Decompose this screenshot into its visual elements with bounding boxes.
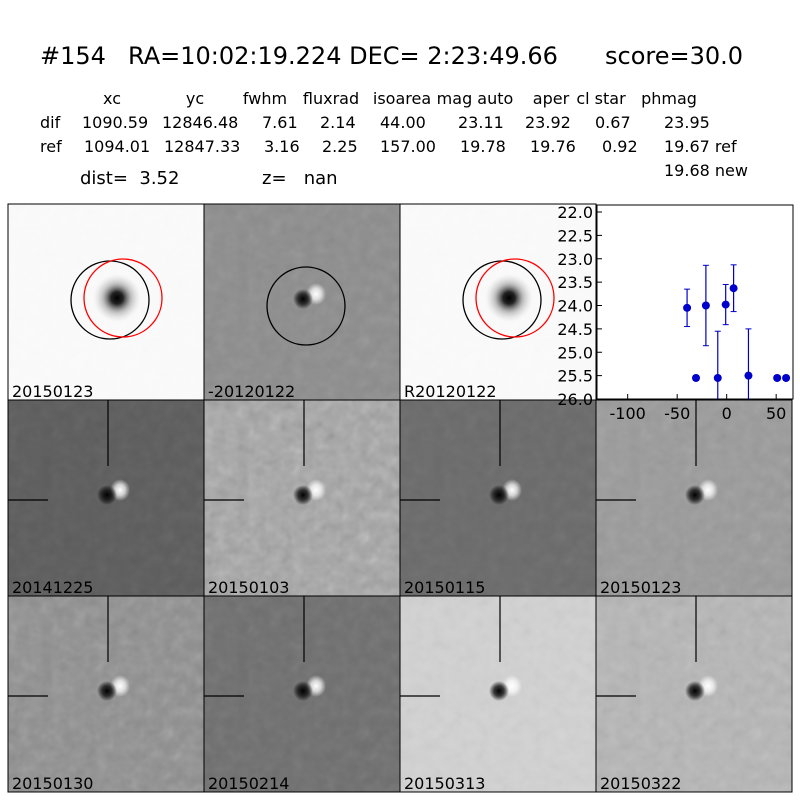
source-negative: [97, 485, 117, 505]
source: [485, 274, 533, 322]
image-panel: 20150214: [203, 595, 401, 793]
column-header: yc: [186, 89, 204, 108]
panel-label: 20150123: [12, 382, 93, 401]
panel-label: 20150123: [600, 578, 681, 597]
y-tick-label: 26.0: [557, 390, 593, 409]
distance: dist= 3.52: [80, 168, 179, 189]
y-tick-label: 25.0: [557, 343, 593, 362]
aperture-circle: [83, 258, 163, 338]
point: [773, 373, 782, 382]
source: [93, 274, 141, 322]
panel-label: 20150214: [208, 774, 289, 793]
point: [701, 301, 710, 310]
column-header: fwhm: [243, 89, 287, 108]
x-tick-label: 0: [722, 404, 732, 423]
y-tick-label: 22.0: [557, 203, 593, 222]
y-tick-label: 25.5: [557, 367, 593, 386]
x-tick-label: -50: [664, 404, 690, 423]
column-header: fluxrad: [303, 89, 359, 108]
cell: 12847.33: [164, 137, 240, 156]
point: [713, 373, 722, 382]
point: [721, 300, 730, 309]
point: [683, 303, 692, 312]
aperture-circle: [475, 258, 555, 338]
cell: 23.11: [458, 113, 504, 132]
panel-border: [595, 595, 793, 793]
panel-label: 20141225: [12, 578, 93, 597]
y-tick-label: 24.0: [557, 297, 593, 316]
cell: 19.67 ref: [664, 137, 737, 156]
y-tick-label: 23.5: [557, 273, 593, 292]
image-panel: 20150123: [7, 203, 205, 401]
x-tick-label: 50: [766, 404, 786, 423]
source-negative: [685, 681, 705, 701]
cell: 23.92: [525, 113, 571, 132]
point: [691, 373, 700, 382]
row-label: dif: [40, 113, 61, 132]
panel-label: 20150103: [208, 578, 289, 597]
y-tick-label: 23.0: [557, 250, 593, 269]
cell: 7.61: [262, 113, 298, 132]
source-negative: [293, 485, 313, 505]
cell: 2.25: [322, 137, 358, 156]
column-header: isoarea: [373, 89, 431, 108]
image-panel: 20150322: [595, 595, 793, 793]
coordinates: RA=10:02:19.224 DEC= 2:23:49.66: [128, 42, 558, 70]
object-id: #154: [40, 42, 106, 70]
column-header: aper: [533, 89, 570, 108]
cell: 12846.48: [162, 113, 238, 132]
image-panel: 20150103: [203, 399, 401, 597]
cell: 2.14: [320, 113, 356, 132]
image-panel: -20120122: [203, 203, 401, 401]
source-negative: [489, 485, 509, 505]
source-negative: [293, 681, 313, 701]
row-label: ref: [40, 137, 62, 156]
point: [729, 284, 738, 293]
source-negative: [97, 681, 117, 701]
y-tick-label: 24.5: [557, 320, 593, 339]
source-negative: [489, 681, 509, 701]
x-tick-label: -100: [610, 404, 646, 423]
image-panel: 20150313: [399, 595, 597, 793]
aperture-circle: [266, 266, 346, 346]
cell: 44.00: [380, 113, 426, 132]
panel-label: -20120122: [208, 382, 295, 401]
plot-area: [596, 204, 794, 400]
panel-label: 20150313: [404, 774, 485, 793]
cell: 3.16: [264, 137, 300, 156]
cell: 23.95: [664, 113, 710, 132]
point: [782, 373, 791, 382]
column-header: phmag: [641, 89, 697, 108]
cell: 0.92: [602, 137, 638, 156]
cell: 1094.01: [84, 137, 150, 156]
image-panel: 20150123: [595, 399, 793, 597]
image-panel: 20150130: [7, 595, 205, 793]
cell: 19.76: [530, 137, 576, 156]
y-tick-label: 22.5: [557, 226, 593, 245]
source-negative: [293, 289, 313, 309]
redshift: z= nan: [262, 168, 338, 189]
score: score=30.0: [605, 42, 743, 70]
column-header: cl star: [576, 89, 626, 108]
panel-label: 20150322: [600, 774, 681, 793]
cell: 157.00: [380, 137, 436, 156]
panel-label: 20150130: [12, 774, 93, 793]
column-header: xc: [103, 89, 121, 108]
extra-value: 19.68 new: [664, 161, 748, 180]
cell: 1090.59: [82, 113, 148, 132]
image-panel: R20120122: [399, 203, 597, 401]
source-negative: [685, 485, 705, 505]
image-panel: 20141225: [7, 399, 205, 597]
plot-points: [683, 264, 791, 399]
image-panel: 20150115: [399, 399, 597, 597]
point: [744, 371, 753, 380]
panel-label: R20120122: [404, 382, 497, 401]
cell: 19.78: [460, 137, 506, 156]
panel-label: 20150115: [404, 578, 485, 597]
cell: 0.67: [595, 113, 631, 132]
column-header: mag auto: [437, 89, 514, 108]
